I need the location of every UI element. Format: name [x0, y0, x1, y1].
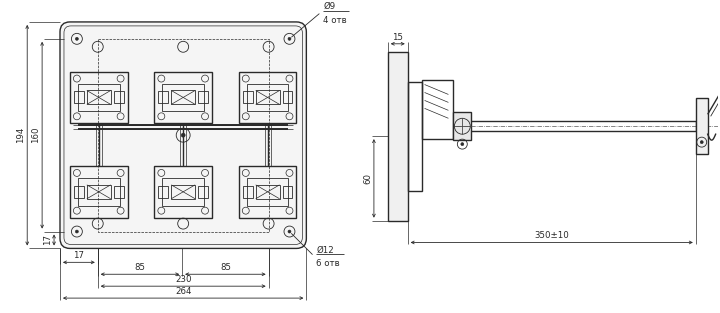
Bar	[198, 91, 208, 103]
Bar	[70, 72, 127, 123]
Text: Ø9: Ø9	[323, 2, 336, 11]
Text: 230: 230	[175, 275, 192, 284]
Text: 60: 60	[363, 173, 372, 184]
Bar	[243, 186, 253, 198]
Text: 6 отв: 6 отв	[316, 259, 340, 268]
Circle shape	[181, 133, 185, 137]
Circle shape	[76, 230, 78, 233]
Bar	[422, 80, 454, 139]
Bar	[114, 91, 124, 103]
Circle shape	[461, 143, 464, 146]
Bar	[162, 178, 204, 206]
Bar	[696, 98, 708, 154]
Bar	[282, 91, 292, 103]
Bar	[78, 84, 120, 111]
Bar	[154, 72, 212, 123]
FancyBboxPatch shape	[60, 22, 306, 249]
Bar	[247, 84, 289, 111]
Circle shape	[288, 37, 291, 40]
Bar	[158, 186, 168, 198]
Bar	[454, 112, 472, 140]
Bar	[198, 186, 208, 198]
Bar	[154, 166, 212, 218]
Bar	[239, 72, 297, 123]
Text: 15: 15	[392, 33, 403, 42]
Text: 4 отв: 4 отв	[323, 16, 347, 25]
Bar	[256, 185, 279, 199]
Bar	[87, 90, 111, 105]
Text: Ø12: Ø12	[316, 245, 334, 254]
Text: 350±10: 350±10	[534, 232, 569, 240]
Bar	[74, 186, 84, 198]
Circle shape	[701, 141, 703, 144]
Text: 85: 85	[220, 263, 231, 272]
Text: 85: 85	[135, 263, 145, 272]
Text: 194: 194	[17, 127, 25, 143]
Bar	[114, 186, 124, 198]
Bar	[243, 91, 253, 103]
Text: 17: 17	[43, 234, 52, 245]
Text: 264: 264	[175, 287, 192, 296]
Bar	[247, 178, 289, 206]
Circle shape	[288, 230, 291, 233]
Bar	[162, 84, 204, 111]
Bar	[282, 186, 292, 198]
Bar	[256, 90, 279, 105]
Bar	[171, 185, 195, 199]
Text: 160: 160	[31, 127, 40, 143]
Text: 17: 17	[73, 251, 84, 260]
Circle shape	[76, 37, 78, 40]
Bar	[239, 166, 297, 218]
Bar	[78, 178, 120, 206]
Bar	[158, 91, 168, 103]
Bar	[171, 90, 195, 105]
Bar	[74, 91, 84, 103]
Bar	[70, 166, 127, 218]
Bar	[388, 52, 408, 221]
Bar	[408, 82, 422, 191]
Bar	[87, 185, 111, 199]
